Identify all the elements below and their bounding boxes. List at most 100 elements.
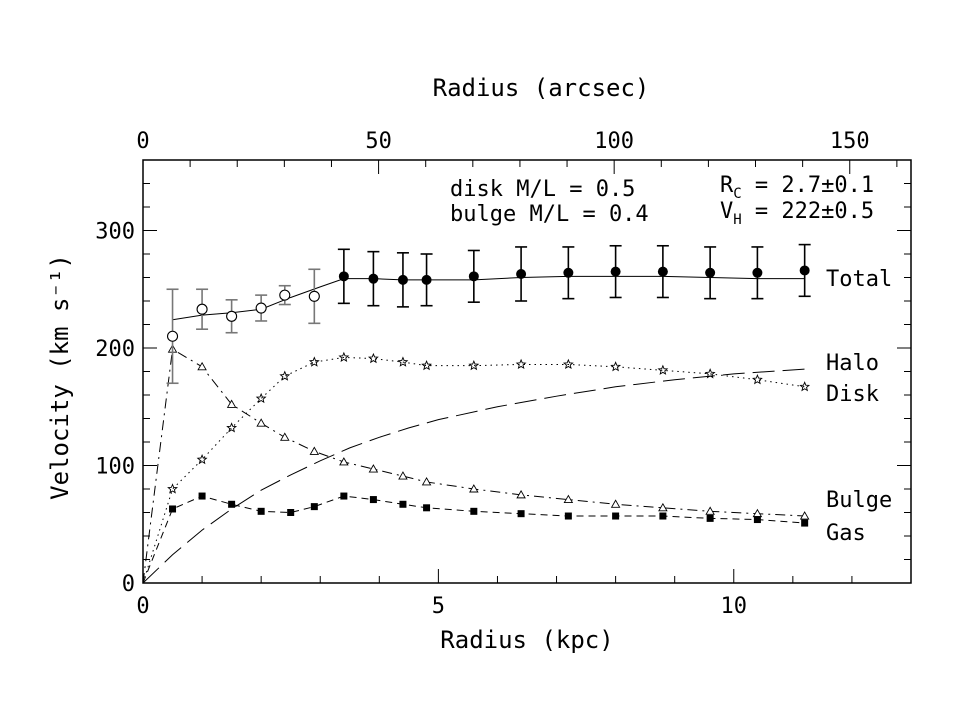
disk-marker	[515, 358, 527, 370]
bulge-marker	[563, 494, 574, 504]
filled-circles-point	[338, 271, 349, 282]
y-tick-label: 0	[122, 572, 135, 597]
series-label-bulge: Bulge	[826, 488, 892, 513]
open-circles-point	[226, 310, 238, 322]
vh-value: = 222±0.5	[742, 199, 874, 224]
x2-tick-label: 50	[365, 129, 392, 154]
gas-marker	[257, 507, 265, 515]
series-label-gas: Gas	[826, 521, 866, 546]
rc-subscript: C	[733, 186, 741, 202]
filled-circles-point	[610, 266, 621, 277]
labels-group: 0 5 100 50 100 1500100200300TotalHaloDiskBulg…	[95, 129, 892, 619]
gas-marker	[470, 507, 478, 515]
disk-marker	[562, 358, 574, 370]
rc-annotation: RC = 2.7±0.1	[720, 173, 874, 202]
gas-marker	[340, 492, 348, 500]
x2-tick-label: 150	[830, 129, 870, 154]
bulge-marker	[610, 499, 621, 508]
gas-marker	[228, 500, 236, 508]
series-label-disk: Disk	[826, 382, 879, 407]
series-label-halo: Halo	[826, 351, 879, 376]
series-group	[142, 275, 805, 584]
filled-circles-point	[563, 267, 574, 278]
x2-tick-label: 100	[594, 129, 634, 154]
filled-circles-point	[752, 267, 763, 278]
bulge-marker	[469, 484, 479, 493]
gas-marker	[399, 500, 407, 508]
bulge-marker	[226, 399, 237, 408]
series-line-halo	[142, 368, 805, 584]
disk-marker	[226, 422, 238, 433]
bulge-marker	[398, 471, 408, 480]
filled-circles-point	[657, 266, 668, 277]
gas-marker	[169, 505, 177, 513]
disk-marker	[610, 361, 622, 372]
disk-marker	[196, 453, 208, 465]
vh-subscript: H	[733, 212, 741, 228]
bulge-marker	[309, 446, 320, 455]
x2-tick-label: 0	[136, 129, 149, 154]
open-circles-point	[196, 303, 208, 315]
filled-circles-point	[421, 274, 432, 285]
open-circles-point	[166, 330, 179, 342]
x-axis-label: Radius (kpc)	[440, 626, 613, 654]
bulge-marker	[280, 432, 290, 441]
open-circles-point	[255, 302, 267, 314]
x-tick-label: 10	[721, 594, 748, 619]
gas-marker	[369, 496, 377, 504]
bulge-marker	[256, 418, 266, 427]
disk-marker	[279, 370, 291, 381]
x-tick-label: 0	[136, 594, 149, 619]
vh-label: V	[720, 199, 733, 224]
bulge-marker	[421, 477, 432, 486]
gas-marker	[517, 510, 525, 518]
filled-circles-point	[799, 265, 810, 276]
series-line-disk	[142, 356, 805, 584]
series-label-total: Total	[826, 267, 892, 292]
disk-marker	[657, 364, 669, 375]
disk-marker	[397, 356, 409, 367]
gas-marker	[423, 504, 431, 512]
disk-marker	[704, 368, 716, 379]
filled-circles-point	[516, 268, 527, 279]
markers-group	[166, 243, 811, 527]
y-axis-label: Velocity (km s⁻¹)	[46, 254, 74, 500]
gas-marker	[198, 492, 206, 500]
disk-marker	[751, 374, 763, 385]
rc-value: = 2.7±0.1	[742, 173, 874, 198]
filled-circles-point	[368, 273, 379, 284]
gas-marker	[753, 516, 761, 524]
gas-marker	[659, 512, 667, 520]
x2-axis-label: Radius (arcsec)	[433, 74, 650, 102]
y-tick-label: 100	[95, 455, 135, 480]
gas-marker	[612, 512, 620, 520]
disk-marker	[799, 381, 811, 392]
filled-circles-point	[397, 274, 408, 285]
disk-marker	[468, 359, 480, 371]
y-tick-label: 200	[95, 337, 135, 362]
bulge-ml-annotation: bulge M/L = 0.4	[450, 202, 649, 227]
disk-marker	[255, 392, 267, 404]
disk-ml-annotation: disk M/L = 0.5	[450, 177, 635, 202]
gas-marker	[706, 514, 714, 522]
bulge-marker	[339, 457, 349, 466]
gas-marker	[564, 512, 572, 520]
bulge-marker	[516, 489, 526, 499]
disk-marker	[421, 359, 432, 371]
ticks-group	[142, 159, 912, 584]
gas-marker	[310, 503, 318, 511]
gas-marker	[801, 519, 809, 527]
x-tick-label: 5	[432, 594, 445, 619]
y-tick-label: 300	[95, 220, 135, 245]
disk-marker	[338, 351, 350, 363]
series-line-bulge	[142, 348, 805, 584]
open-circles-point	[308, 290, 320, 302]
disk-marker	[167, 483, 178, 494]
bulge-marker	[658, 502, 668, 512]
filled-circles-point	[705, 267, 716, 278]
disk-marker	[308, 356, 320, 367]
disk-marker	[367, 352, 379, 364]
bulge-marker	[197, 361, 207, 371]
